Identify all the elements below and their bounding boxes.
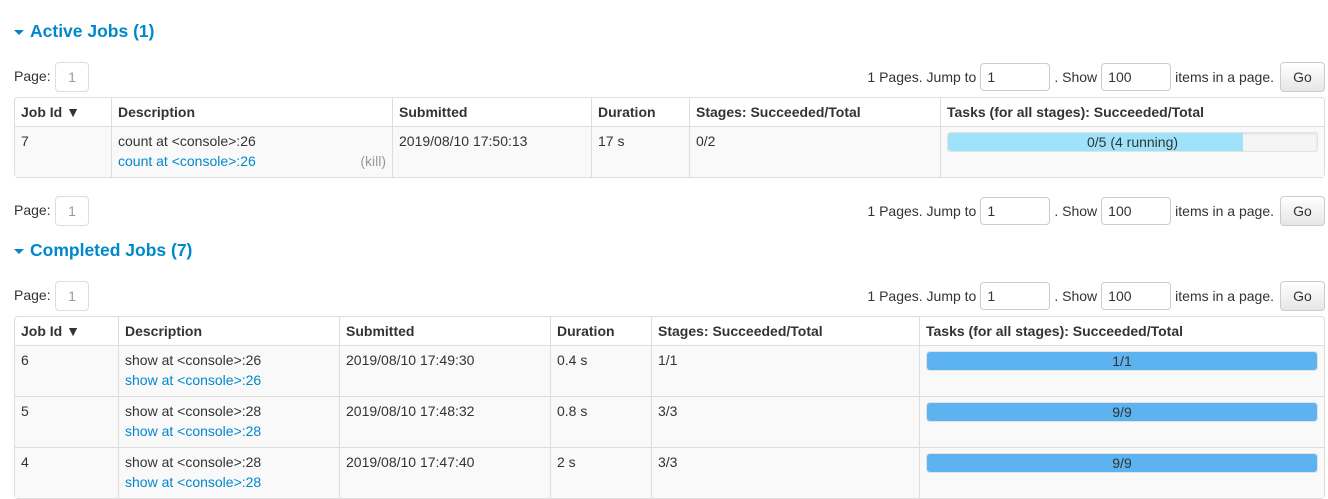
items-text: items in a page. [1175,288,1274,304]
column-header[interactable]: Stages: Succeeded/Total [689,98,940,126]
stages: 1/1 [651,345,919,396]
tasks-progress-bar: 0/5 (4 running) [947,132,1318,152]
kill-link[interactable]: (kill) [360,153,386,169]
job-description: show at <console>:28 [125,403,262,419]
table-header: Job Id ▼ Description Submitted Duration Stag… [15,98,1324,126]
description-cell: show at <console>:28 show at <console>:2… [118,396,339,447]
column-header[interactable]: Submitted [339,317,550,345]
column-header[interactable]: Duration [550,317,651,345]
job-link[interactable]: show at <console>:26 [125,372,262,388]
table-row: 5 show at <console>:28 show at <console>… [15,396,1324,447]
description-cell: count at <console>:26 (kill) count at <co… [111,126,392,177]
job-id: 5 [15,396,118,447]
column-header[interactable]: Duration [591,98,689,126]
page-label: Page: [14,287,51,303]
column-header[interactable]: Description [118,317,339,345]
tasks-progress-bar: 9/9 [926,453,1318,473]
submitted: 2019/08/10 17:50:13 [392,126,591,177]
pages-text: 1 Pages. Jump to [867,288,977,304]
job-id: 6 [15,345,118,396]
tasks-cell: 9/9 [919,396,1324,447]
tasks-progress-bar: 1/1 [926,351,1318,371]
tasks-text: 1/1 [1112,353,1132,369]
show-text: . Show [1054,69,1098,85]
description-cell: show at <console>:26 show at <console>:2… [118,345,339,396]
tasks-text: 0/5 (4 running) [1086,134,1179,150]
active-bottom-page-1-button[interactable]: 1 [55,196,89,226]
stages: 0/2 [689,126,940,177]
tasks-text: 9/9 [1112,404,1132,420]
duration: 17 s [591,126,689,177]
caret-down-icon [14,29,24,35]
duration: 0.4 s [550,345,651,396]
tasks-cell: 0/5 (4 running) [940,126,1324,177]
column-header[interactable]: Job Id ▼ [21,323,80,339]
job-id: 4 [15,447,118,498]
submitted: 2019/08/10 17:47:40 [339,447,550,498]
show-text: . Show [1054,203,1098,219]
page-label: Page: [14,68,51,84]
active-jobs-title: Active Jobs (1) [30,21,155,41]
completed-top-page-1-button[interactable]: 1 [55,281,89,311]
job-link[interactable]: count at <console>:26 [118,153,256,169]
duration: 2 s [550,447,651,498]
column-header[interactable]: Submitted [392,98,591,126]
submitted: 2019/08/10 17:49:30 [339,345,550,396]
active-jobs-toggle[interactable]: Active Jobs (1) [14,21,154,42]
show-text: . Show [1054,288,1098,304]
completed-jobs-toggle[interactable]: Completed Jobs (7) [14,240,192,261]
stages: 3/3 [651,447,919,498]
completed-top-go-button[interactable]: Go [1280,281,1325,311]
column-header[interactable]: Description [111,98,392,126]
active-top-jump-to-input[interactable] [980,63,1051,91]
pages-text: 1 Pages. Jump to [867,69,977,85]
caret-down-icon [14,248,24,254]
items-text: items in a page. [1175,69,1274,85]
description-cell: show at <console>:28 show at <console>:2… [118,447,339,498]
job-link[interactable]: show at <console>:28 [125,423,262,439]
active-top-page-size-input[interactable] [1101,63,1172,91]
progress-fill [927,403,1317,421]
completed-jobs-title: Completed Jobs (7) [30,240,193,260]
job-description: show at <console>:28 [125,454,262,470]
progress-fill [948,133,1244,151]
tasks-cell: 1/1 [919,345,1324,396]
active-bottom-go-button[interactable]: Go [1280,196,1325,226]
completed-top-jump-to-input[interactable] [980,282,1051,310]
active-top-go-button[interactable]: Go [1280,62,1325,92]
active-bottom-jump-to-input[interactable] [980,197,1051,225]
tasks-progress-bar: 9/9 [926,402,1318,422]
active-bottom-page-size-input[interactable] [1101,197,1172,225]
job-link[interactable]: show at <console>:28 [125,474,262,490]
items-text: items in a page. [1175,203,1274,219]
submitted: 2019/08/10 17:48:32 [339,396,550,447]
pages-text: 1 Pages. Jump to [867,203,977,219]
job-description: show at <console>:26 [125,352,262,368]
table-header: Job Id ▼ Description Submitted Duration Stag… [15,317,1324,345]
job-id: 7 [15,126,111,177]
column-header[interactable]: Job Id ▼ [21,104,80,120]
job-description: count at <console>:26 [118,133,256,149]
column-header[interactable]: Tasks (for all stages): Succeeded/Total [919,317,1324,345]
page-label: Page: [14,202,51,218]
column-header[interactable]: Tasks (for all stages): Succeeded/Total [940,98,1324,126]
duration: 0.8 s [550,396,651,447]
table-row: 4 show at <console>:28 show at <console>… [15,447,1324,498]
table-row: 6 show at <console>:26 show at <console>… [15,345,1324,396]
progress-fill [927,454,1317,472]
completed-top-page-size-input[interactable] [1101,282,1172,310]
progress-fill [927,352,1317,370]
column-header[interactable]: Stages: Succeeded/Total [651,317,919,345]
stages: 3/3 [651,396,919,447]
tasks-text: 9/9 [1112,455,1132,471]
active-top-page-1-button[interactable]: 1 [55,62,89,92]
table-row: 7 count at <console>:26 (kill) count at <… [15,126,1324,177]
tasks-cell: 9/9 [919,447,1324,498]
